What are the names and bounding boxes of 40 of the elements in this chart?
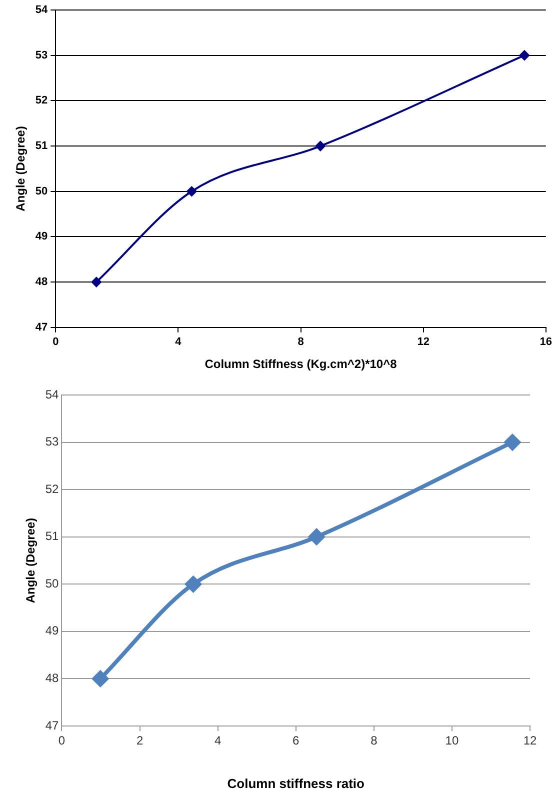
y-tick-label: 51	[35, 140, 48, 152]
x-tick-label: 12	[417, 336, 430, 348]
x-tick-label: 4	[214, 734, 222, 748]
y-tick-label: 47	[45, 718, 60, 732]
x-tick-label: 0	[58, 734, 66, 748]
x-tick-label: 8	[370, 734, 378, 748]
x-tick-label: 4	[175, 336, 182, 348]
point	[91, 277, 102, 288]
y-axis-title: Angle (Degree)	[14, 126, 28, 212]
y-tick-label: 52	[35, 94, 48, 107]
x-axis-title: Column Stiffness (Kg.cm^2)*10^8	[204, 357, 398, 372]
point	[315, 141, 326, 152]
y-tick-label: 48	[35, 276, 48, 288]
x-tick-label: 12	[523, 734, 537, 748]
y-tick-label: 53	[35, 49, 48, 62]
y-tick-label: 50	[35, 185, 48, 198]
point	[185, 576, 202, 592]
x-tick-label: 16	[540, 336, 552, 348]
x-tick-label: 6	[292, 734, 300, 748]
x-tick-label: 2	[136, 734, 144, 748]
x-tick-label: 0	[52, 336, 59, 348]
y-tick-label: 51	[45, 529, 60, 544]
point	[92, 670, 108, 687]
y-tick-label: 47	[35, 321, 48, 334]
point	[504, 434, 520, 450]
y-tick-label: 50	[45, 576, 60, 590]
y-tick-label: 54	[35, 4, 49, 16]
y-tick-label: 48	[45, 671, 60, 686]
point	[519, 50, 530, 60]
y-tick-label: 49	[35, 230, 48, 243]
point	[308, 528, 325, 545]
point	[186, 186, 197, 196]
x-tick-label: 10	[445, 734, 459, 748]
y-tick-label: 49	[45, 624, 60, 638]
x-axis-title: Column stiffness ratio	[227, 776, 365, 791]
x-tick-label: 8	[298, 336, 304, 348]
y-tick-label: 54	[45, 387, 60, 402]
y-tick-label: 53	[45, 434, 60, 449]
y-tick-label: 52	[45, 482, 60, 496]
y-axis-title: Angle (Degree)	[24, 518, 38, 604]
